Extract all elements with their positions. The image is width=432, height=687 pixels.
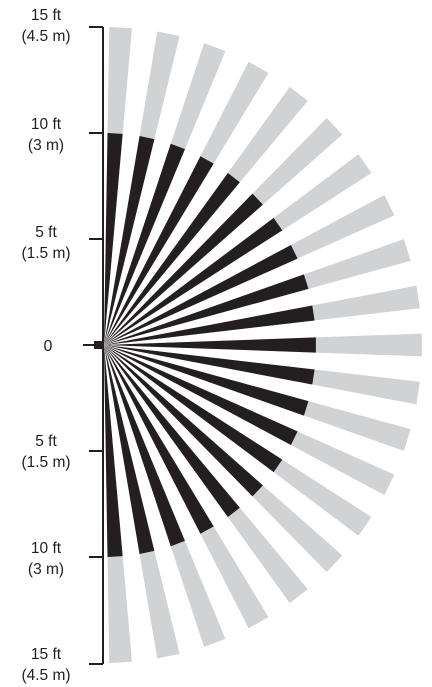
label-5ft-top: 5 ft (35, 224, 57, 241)
beam-near-zone (104, 305, 315, 345)
beam-near-zone (104, 193, 263, 345)
label-10ft-bottom: 10 ft (31, 540, 62, 557)
beam-near-zone (104, 135, 155, 345)
beam-near-zone (104, 345, 263, 497)
beam-near-zone (104, 345, 315, 385)
beam-near-zone (104, 345, 309, 416)
beam-near-zone (104, 345, 298, 446)
sensor-marker (94, 341, 103, 349)
axis-labels: 15 ft (4.5 m) 10 ft (3 m) 5 ft (1.5 m) 0… (21, 7, 70, 684)
beam-near-zone (104, 345, 240, 518)
label-4.5m-bottom: (4.5 m) (21, 667, 70, 684)
beam-near-zone (104, 217, 283, 345)
beam-near-zone (104, 345, 283, 473)
beam-near-zone (104, 244, 298, 345)
label-5ft-bottom: 5 ft (35, 433, 57, 450)
label-15ft-top: 15 ft (31, 7, 62, 24)
beam-near-zone (104, 345, 123, 557)
label-1.5m-top: (1.5 m) (21, 245, 70, 262)
beam-near-zone (104, 172, 240, 345)
beam-near-zone (104, 274, 309, 345)
beam-near-zone (104, 143, 185, 345)
beam-near-zone (104, 133, 123, 345)
coverage-beams (104, 27, 422, 663)
beam-near-zone (104, 156, 214, 345)
label-zero: 0 (44, 338, 53, 355)
label-3m-top: (3 m) (28, 137, 64, 154)
label-10ft-top: 10 ft (31, 116, 62, 133)
beam-near-zone (104, 345, 185, 547)
label-4.5m-top: (4.5 m) (21, 28, 70, 45)
label-3m-bottom: (3 m) (28, 561, 64, 578)
distance-axis (83, 26, 104, 665)
beam-near-zone (104, 345, 214, 534)
label-15ft-bottom: 15 ft (31, 646, 62, 663)
beam-near-zone (104, 337, 316, 353)
label-1.5m-bottom: (1.5 m) (21, 454, 70, 471)
beam-near-zone (104, 345, 155, 555)
